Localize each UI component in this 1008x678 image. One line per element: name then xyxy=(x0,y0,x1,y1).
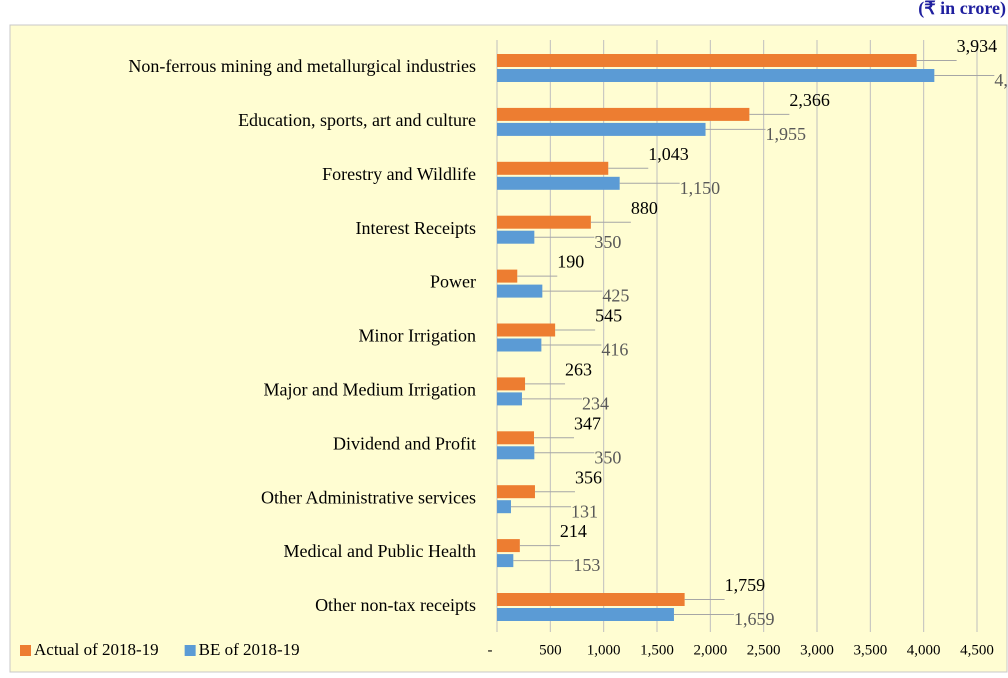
data-label: 1,043 xyxy=(648,144,689,164)
data-label: 2,366 xyxy=(789,90,830,110)
bar xyxy=(497,107,750,121)
bar xyxy=(497,284,543,298)
bar xyxy=(497,500,511,514)
data-label: 234 xyxy=(582,394,609,414)
bar xyxy=(497,593,685,606)
data-label: 356 xyxy=(575,467,602,487)
legend-label: Actual of 2018-19 xyxy=(34,640,159,659)
data-label: 1,955 xyxy=(766,124,807,144)
category-label: Non-ferrous mining and metallurgical ind… xyxy=(128,56,476,76)
data-label: 153 xyxy=(573,555,600,575)
data-label: 3,934 xyxy=(957,36,998,56)
data-label: 4,100 xyxy=(994,70,1008,90)
legend-swatch xyxy=(184,645,196,656)
bar xyxy=(497,446,535,460)
data-label: 214 xyxy=(560,521,587,541)
bar xyxy=(497,230,535,244)
category-label: Power xyxy=(430,272,476,292)
category-label: Medical and Public Health xyxy=(284,541,476,561)
bar xyxy=(497,338,542,352)
x-tick-label: 3,000 xyxy=(800,642,834,658)
data-label: 1,659 xyxy=(734,609,775,629)
bar xyxy=(497,608,674,621)
x-tick-label: 500 xyxy=(539,642,562,658)
data-label: 131 xyxy=(571,501,598,521)
x-tick-label: 1,500 xyxy=(640,642,674,658)
category-label: Interest Receipts xyxy=(356,218,476,238)
data-label: 1,150 xyxy=(680,178,721,198)
x-tick-label: - xyxy=(488,642,493,658)
x-tick-label: 2,000 xyxy=(693,642,727,658)
category-label: Other Administrative services xyxy=(261,487,476,507)
x-tick-label: 3,500 xyxy=(853,642,887,658)
bar xyxy=(497,122,706,136)
data-label: 545 xyxy=(595,306,622,326)
bar xyxy=(497,485,535,499)
bar xyxy=(497,431,535,445)
bar xyxy=(497,69,935,82)
data-label: 880 xyxy=(631,198,658,218)
data-label: 425 xyxy=(602,286,629,306)
category-label: Forestry and Wildlife xyxy=(322,164,476,184)
x-tick-label: 1,000 xyxy=(587,642,621,658)
legend-label: BE of 2018-19 xyxy=(199,640,300,659)
bar xyxy=(497,377,526,391)
data-label: 263 xyxy=(565,360,592,380)
unit-annotation: (₹ in crore) xyxy=(918,0,1006,19)
bar xyxy=(497,161,609,175)
bar xyxy=(497,554,514,568)
bar xyxy=(497,323,556,337)
x-tick-label: 4,000 xyxy=(907,642,941,658)
bar xyxy=(497,269,518,283)
data-label: 190 xyxy=(557,252,584,272)
category-label: Dividend and Profit xyxy=(333,433,476,453)
data-label: 347 xyxy=(574,413,601,433)
data-label: 350 xyxy=(594,232,621,252)
bar xyxy=(497,539,520,553)
category-label: Major and Medium Irrigation xyxy=(264,380,476,400)
bar xyxy=(497,215,591,229)
data-label: 416 xyxy=(601,340,628,360)
bar xyxy=(497,54,917,67)
legend-swatch xyxy=(20,645,31,656)
bar xyxy=(497,392,522,406)
x-tick-label: 2,500 xyxy=(747,642,781,658)
x-tick-label: 4,500 xyxy=(960,642,994,658)
data-label: 350 xyxy=(594,447,621,467)
category-label: Minor Irrigation xyxy=(359,326,476,346)
category-label: Education, sports, art and culture xyxy=(238,110,476,130)
bar xyxy=(497,176,620,190)
category-label: Other non-tax receipts xyxy=(315,595,476,615)
data-label: 1,759 xyxy=(725,575,766,595)
